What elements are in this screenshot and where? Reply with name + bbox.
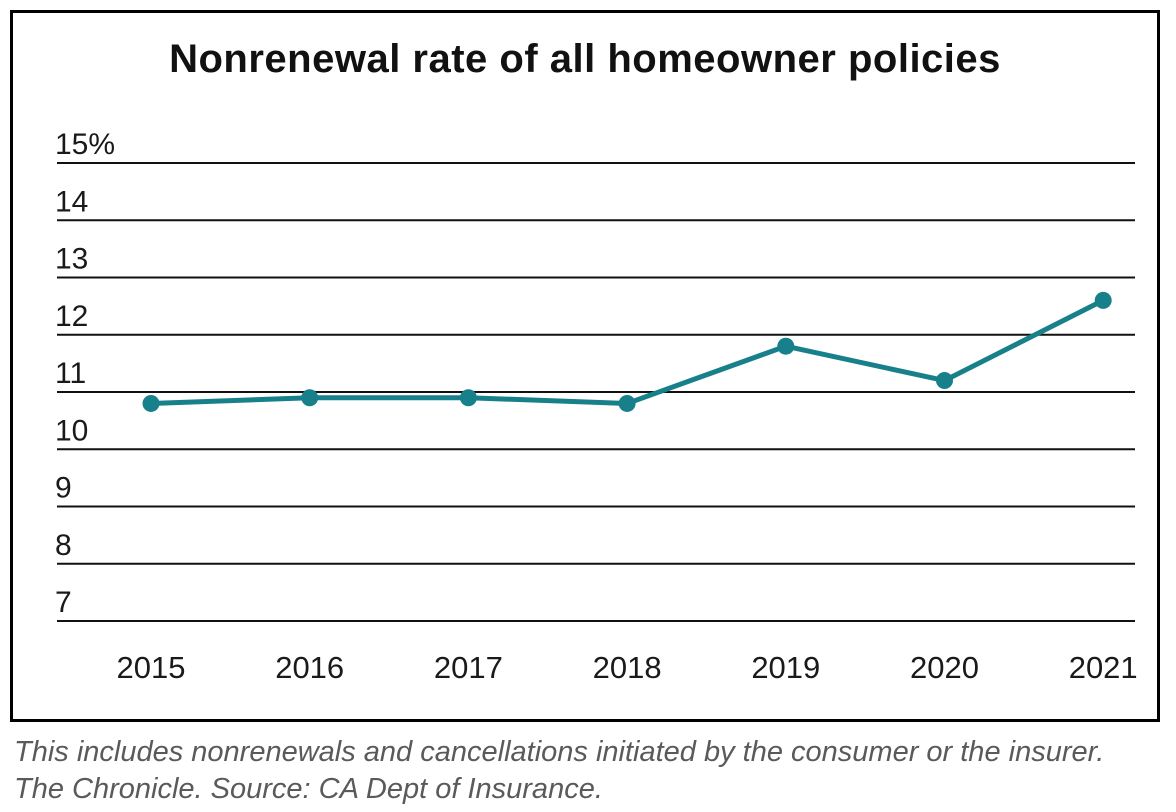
data-point-2015 bbox=[142, 394, 160, 412]
y-tick-label: 8 bbox=[55, 529, 72, 562]
y-tick-label: 13 bbox=[55, 243, 88, 276]
y-tick-label: 11 bbox=[55, 357, 86, 390]
data-point-2021 bbox=[1094, 291, 1112, 309]
chart-footnote: This includes nonrenewals and cancellati… bbox=[14, 734, 1174, 808]
y-tick-label: 7 bbox=[55, 586, 72, 619]
x-tick-label: 2017 bbox=[434, 650, 503, 685]
x-tick-label: 2015 bbox=[117, 650, 186, 685]
data-point-2016 bbox=[301, 389, 319, 407]
chart-title: Nonrenewal rate of all homeowner policie… bbox=[169, 37, 1001, 81]
y-tick-label: 14 bbox=[55, 185, 88, 218]
y-tick-label: 9 bbox=[55, 472, 72, 505]
line-chart-plot: 15% 14 13 12 11 10 9 8 7 2015 2016 2017 2018 2019 2020… bbox=[55, 128, 1138, 685]
data-point-2017 bbox=[459, 389, 477, 407]
trend-line bbox=[148, 297, 1106, 406]
y-tick-label: 15% bbox=[55, 128, 115, 161]
x-tick-label: 2020 bbox=[910, 650, 979, 685]
x-tick-label: 2016 bbox=[275, 650, 344, 685]
y-tick-label: 12 bbox=[55, 300, 88, 333]
x-tick-label: 2018 bbox=[593, 650, 662, 685]
y-tick-label: 10 bbox=[55, 414, 88, 447]
data-point-2020 bbox=[936, 372, 953, 390]
x-tick-label: 2019 bbox=[751, 650, 820, 685]
data-point-2018 bbox=[618, 394, 636, 412]
data-point-2019 bbox=[777, 337, 795, 355]
x-tick-label: 2021 bbox=[1069, 650, 1138, 685]
chart-frame: Nonrenewal rate of all homeowner policie… bbox=[10, 10, 1160, 722]
footnote-line-2: The Chronicle. Source: CA Dept of Insura… bbox=[14, 773, 603, 805]
footnote-line-1: This includes nonrenewals and cancellati… bbox=[14, 736, 1105, 768]
